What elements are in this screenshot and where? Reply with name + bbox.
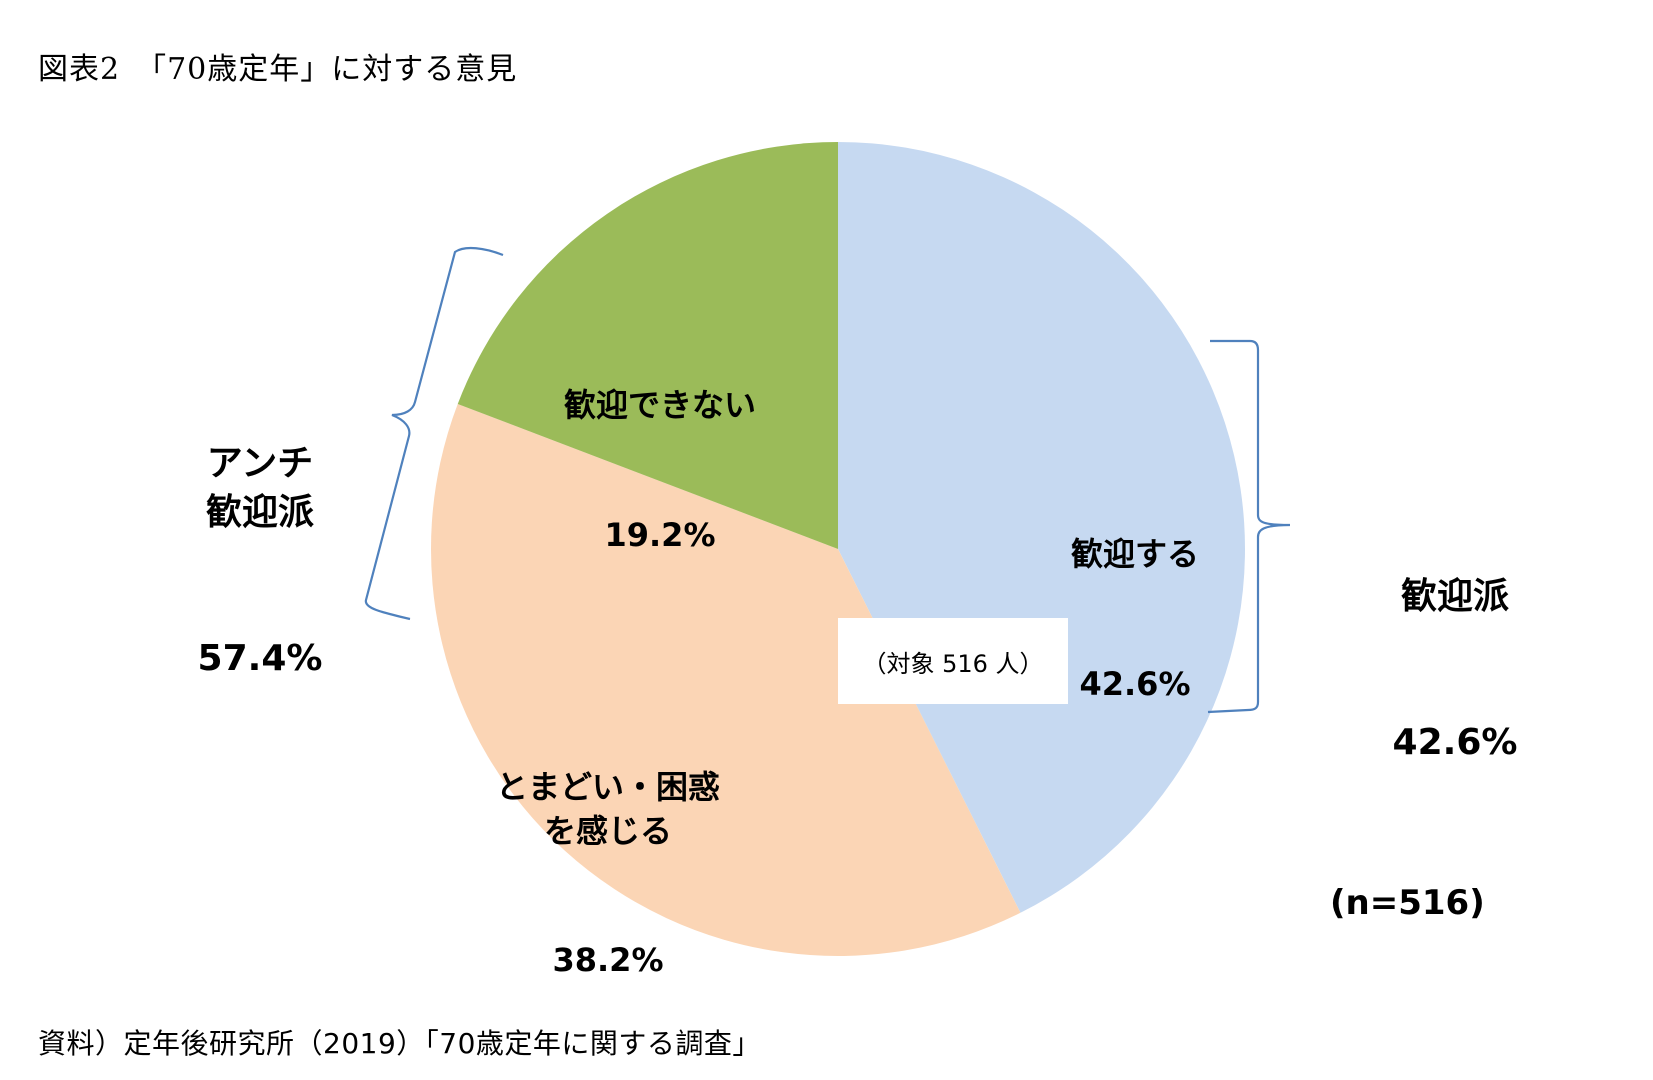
slice-name: 歓迎できない xyxy=(563,386,756,425)
slice-name: とまどい・困惑 を感じる xyxy=(495,768,720,850)
slice-label-not-welcome: 歓迎できない 19.2% xyxy=(530,298,790,600)
sample-size-note: （対象 516 人） xyxy=(838,618,1068,704)
n-label: (n=516) xyxy=(1330,883,1485,923)
group-name: 歓迎派 xyxy=(1400,576,1509,618)
slice-label-welcome: 歓迎する 42.6% xyxy=(1040,447,1230,749)
group-value: 42.6% xyxy=(1392,721,1518,763)
anti-group-bracket xyxy=(364,246,504,621)
slice-value: 42.6% xyxy=(1079,664,1191,703)
group-label-pro: 歓迎派 42.6% xyxy=(1370,476,1540,816)
sample-size-text: （対象 516 人） xyxy=(862,649,1044,678)
slice-label-confused: とまどい・困惑 を感じる 38.2% xyxy=(478,680,738,1026)
pro-group-bracket xyxy=(1207,339,1291,714)
slice-value: 19.2% xyxy=(604,515,716,554)
slice-value: 38.2% xyxy=(552,941,664,980)
slice-name: 歓迎する xyxy=(1070,535,1199,574)
group-label-anti: アンチ 歓迎派 57.4% xyxy=(180,343,340,732)
group-name: アンチ 歓迎派 xyxy=(205,443,314,533)
pie-slices xyxy=(431,142,1245,956)
source-note: 資料）定年後研究所（2019）「70歳定年に関する調査」 xyxy=(38,1027,761,1060)
pie-slice xyxy=(457,142,838,549)
pie-slice xyxy=(431,403,1021,956)
pie-slice xyxy=(838,142,1245,913)
chart-title: 図表2 「70歳定年」に対する意見 xyxy=(38,52,518,87)
group-value: 57.4% xyxy=(197,637,323,679)
